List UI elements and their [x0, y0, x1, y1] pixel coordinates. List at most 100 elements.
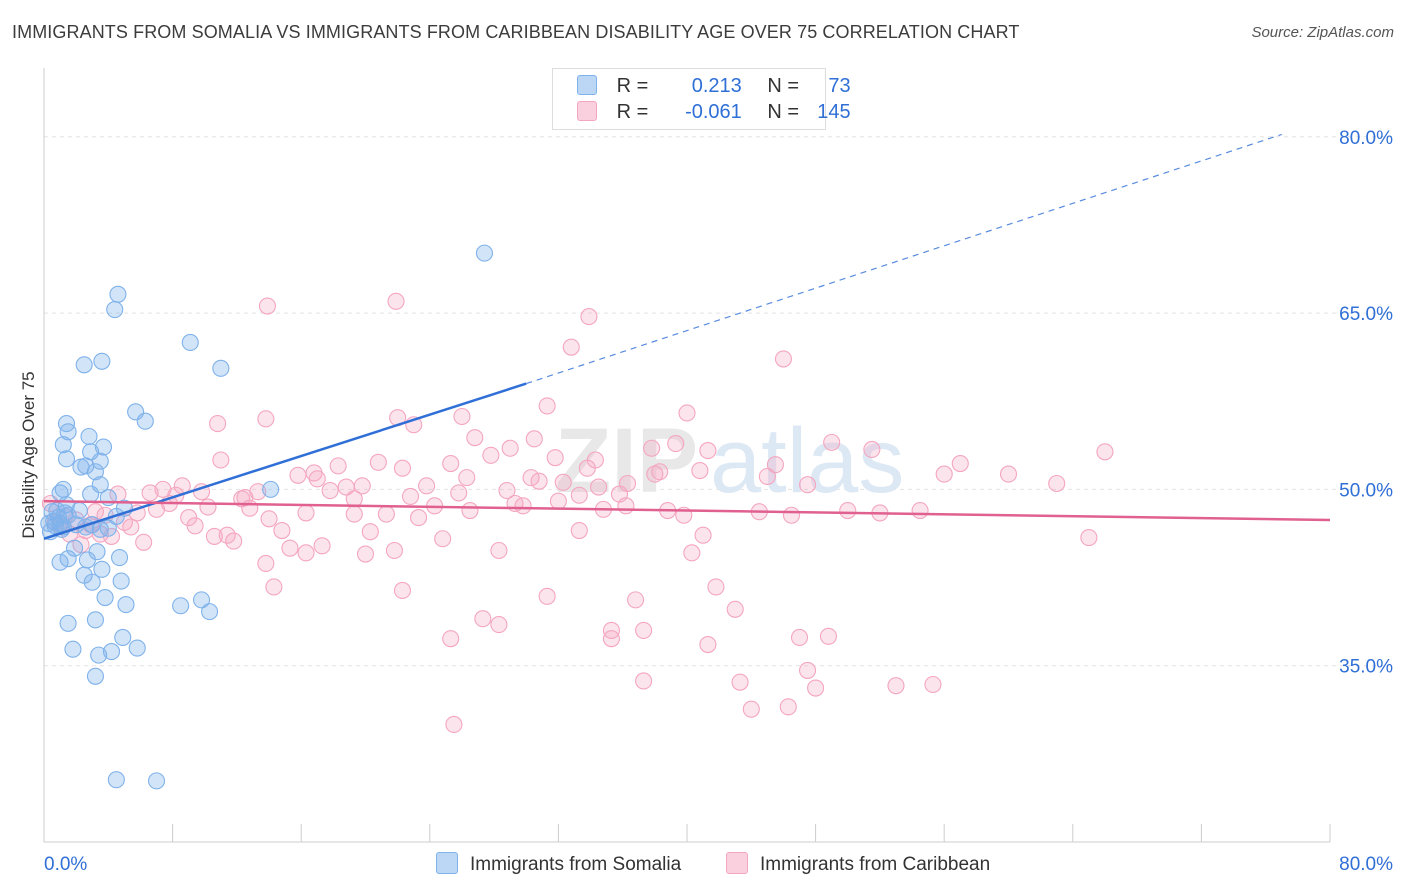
somalia-point	[181, 333, 199, 352]
caribbean-point	[258, 297, 276, 315]
somalia-point	[117, 596, 135, 614]
somalia-point	[91, 476, 109, 494]
caribbean-point	[570, 521, 588, 540]
caribbean-point	[699, 635, 717, 654]
caribbean-point	[199, 498, 217, 516]
y-axis-label: Disability Age Over 75	[19, 371, 38, 538]
y-tick-labels: 35.0% 50.0% 65.0% 80.0%	[1339, 128, 1393, 678]
caribbean-point	[135, 533, 153, 551]
caribbean-point	[887, 677, 905, 695]
somalia-point	[475, 244, 494, 262]
caribbean-point	[393, 459, 412, 477]
caribbean-point	[273, 521, 291, 540]
caribbean-point	[546, 449, 564, 467]
x-tick-label-right: 80.0%	[1339, 854, 1393, 875]
source-label: Source: ZipAtlas.com	[1251, 24, 1394, 41]
somalia-point	[94, 438, 113, 456]
caribbean-point	[863, 440, 881, 458]
trend-lines	[43, 133, 1331, 540]
caribbean-point	[313, 537, 331, 555]
caribbean-point	[474, 610, 492, 628]
caribbean-point	[823, 433, 841, 451]
caribbean-point	[236, 489, 254, 507]
caribbean-point	[265, 578, 283, 596]
caribbean-point	[141, 484, 159, 502]
somalia-point	[86, 611, 104, 629]
caribbean-point	[218, 526, 236, 544]
caribbean-point	[209, 415, 227, 433]
somalia-point	[107, 771, 125, 789]
somalia-point	[86, 463, 104, 481]
caribbean-point	[911, 501, 929, 520]
somalia-point	[93, 352, 111, 370]
caribbean-point	[839, 501, 857, 520]
bottom-legend-somalia: Immigrants from Somalia	[436, 852, 681, 876]
caribbean-point	[490, 541, 508, 560]
somalia-point	[45, 512, 63, 530]
somalia-point	[99, 519, 117, 537]
caribbean-point	[570, 486, 588, 504]
somalia-point	[102, 643, 121, 661]
caribbean-point	[999, 465, 1018, 483]
somalia-point	[136, 412, 154, 430]
legend-n-value: 145	[817, 101, 851, 123]
caribbean-point	[418, 477, 436, 495]
caribbean-point	[790, 628, 809, 647]
caribbean-point	[353, 477, 371, 495]
somalia-point	[201, 603, 219, 621]
caribbean-point	[726, 600, 744, 618]
somalia-point	[114, 628, 132, 647]
caribbean-point	[257, 410, 275, 428]
watermark-zip: ZIP	[555, 410, 698, 512]
somalia-point	[75, 566, 93, 584]
caribbean-points	[41, 292, 1114, 734]
y-tick-label: 65.0%	[1339, 304, 1393, 325]
caribbean-point	[453, 407, 471, 426]
caribbean-point	[257, 554, 275, 572]
axes	[43, 68, 1331, 843]
somalia-point	[86, 667, 104, 685]
somalia-trend-extension	[526, 133, 1282, 385]
caribbean-point	[458, 469, 476, 487]
y-tick-label: 50.0%	[1339, 480, 1393, 501]
somalia-point	[54, 480, 72, 498]
caribbean-point	[205, 527, 223, 545]
caribbean-point	[409, 509, 428, 527]
caribbean-point	[297, 504, 315, 522]
bottom-legend-label-somalia: Immigrants from Somalia	[470, 854, 682, 875]
caribbean-point	[1080, 529, 1098, 547]
caribbean-point	[643, 439, 661, 457]
caribbean-point	[321, 482, 339, 500]
legend-row-caribbean: R = -0.061 N = 145	[577, 101, 851, 125]
caribbean-point	[122, 518, 140, 536]
somalia-point	[90, 646, 108, 664]
somalia-point	[111, 549, 129, 567]
caribbean-point	[951, 454, 969, 473]
caribbean-point	[212, 451, 230, 469]
somalia-point	[65, 539, 84, 557]
caribbean-point	[667, 434, 685, 453]
caribbean-point	[691, 462, 709, 480]
somalia-point	[192, 591, 211, 609]
somalia-point	[128, 639, 146, 657]
somalia-point	[70, 501, 88, 520]
caribbean-point	[450, 484, 468, 502]
bottom-legend-caribbean: Immigrants from Caribbean	[726, 852, 990, 876]
stats-legend: R = 0.213 N = 73 R = -0.061 N = 145	[552, 68, 851, 130]
legend-r-value: -0.061	[685, 101, 742, 123]
caribbean-point	[385, 541, 403, 560]
caribbean-point	[635, 672, 653, 690]
caribbean-point	[308, 470, 326, 488]
somalia-point	[54, 436, 72, 454]
caribbean-point	[646, 465, 664, 483]
somalia-point	[172, 597, 190, 615]
caribbean-point	[731, 673, 749, 691]
caribbean-point	[699, 442, 717, 460]
caribbean-point	[329, 457, 347, 475]
somalia-point	[106, 301, 124, 319]
legend-swatch-caribbean	[577, 101, 597, 121]
caribbean-point	[562, 338, 580, 356]
somalia-points	[40, 244, 494, 790]
somalia-trend-line	[43, 382, 527, 540]
x-tick-label-left: 0.0%	[44, 854, 87, 875]
